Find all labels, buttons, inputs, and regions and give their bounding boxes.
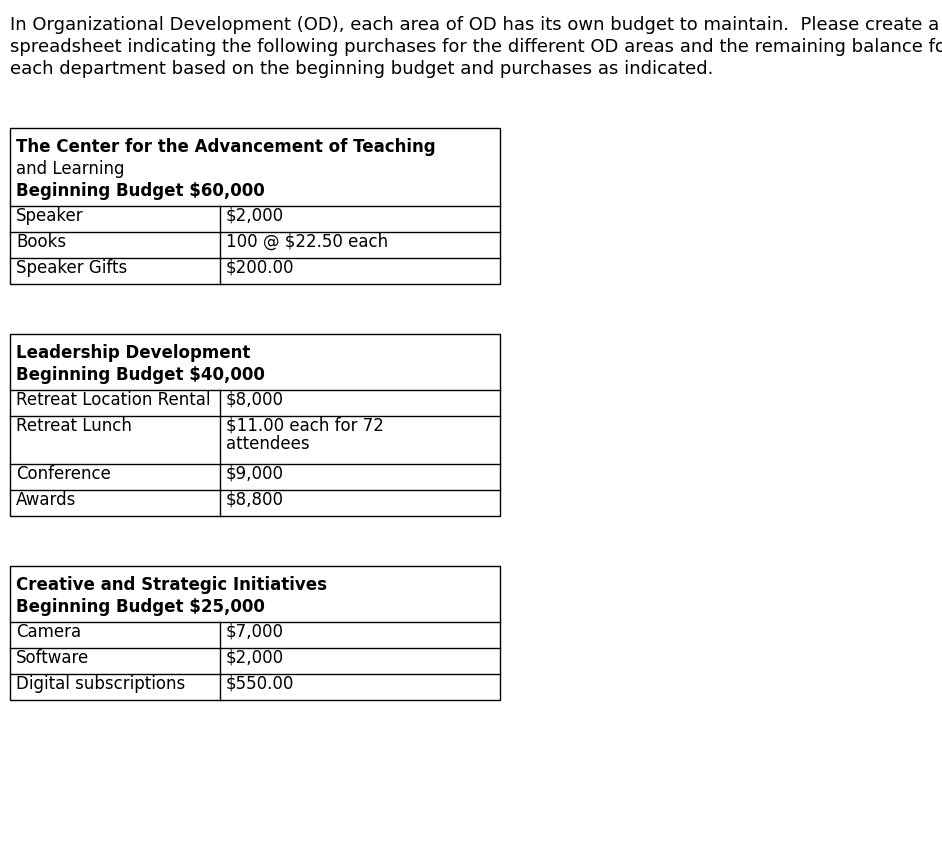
Text: spreadsheet indicating the following purchases for the different OD areas and th: spreadsheet indicating the following pur…: [10, 37, 942, 56]
Text: In Organizational Development (OD), each area of OD has its own budget to mainta: In Organizational Development (OD), each…: [10, 15, 939, 34]
Text: Beginning Budget $25,000: Beginning Budget $25,000: [16, 598, 265, 616]
Text: Awards: Awards: [16, 490, 76, 508]
Text: Digital subscriptions: Digital subscriptions: [16, 674, 186, 693]
Text: $550.00: $550.00: [226, 674, 294, 693]
Text: Speaker: Speaker: [16, 207, 84, 224]
Text: 100 @ $22.50 each: 100 @ $22.50 each: [226, 233, 388, 251]
Text: Conference: Conference: [16, 465, 111, 483]
Text: and Learning: and Learning: [16, 160, 124, 178]
Text: $8,000: $8,000: [226, 390, 284, 408]
Text: attendees: attendees: [226, 435, 310, 452]
Text: $2,000: $2,000: [226, 207, 284, 224]
Text: $2,000: $2,000: [226, 649, 284, 667]
Text: $11.00 each for 72: $11.00 each for 72: [226, 417, 384, 435]
Text: Books: Books: [16, 233, 66, 251]
Text: The Center for the Advancement of Teaching: The Center for the Advancement of Teachi…: [16, 138, 435, 156]
Text: $9,000: $9,000: [226, 465, 284, 483]
Text: Beginning Budget $40,000: Beginning Budget $40,000: [16, 366, 265, 384]
Text: Creative and Strategic Initiatives: Creative and Strategic Initiatives: [16, 576, 327, 594]
Bar: [10, 334, 500, 516]
Text: Beginning Budget $60,000: Beginning Budget $60,000: [16, 182, 265, 200]
Text: Software: Software: [16, 649, 89, 667]
Text: each department based on the beginning budget and purchases as indicated.: each department based on the beginning b…: [10, 59, 713, 78]
Bar: [10, 128, 500, 284]
Text: Speaker Gifts: Speaker Gifts: [16, 258, 127, 277]
Text: Retreat Location Rental: Retreat Location Rental: [16, 390, 210, 408]
Text: Camera: Camera: [16, 623, 81, 640]
Text: Retreat Lunch: Retreat Lunch: [16, 417, 132, 435]
Text: $8,800: $8,800: [226, 490, 284, 508]
Text: $7,000: $7,000: [226, 623, 284, 640]
Bar: [10, 566, 500, 700]
Text: $200.00: $200.00: [226, 258, 295, 277]
Text: Leadership Development: Leadership Development: [16, 344, 251, 362]
